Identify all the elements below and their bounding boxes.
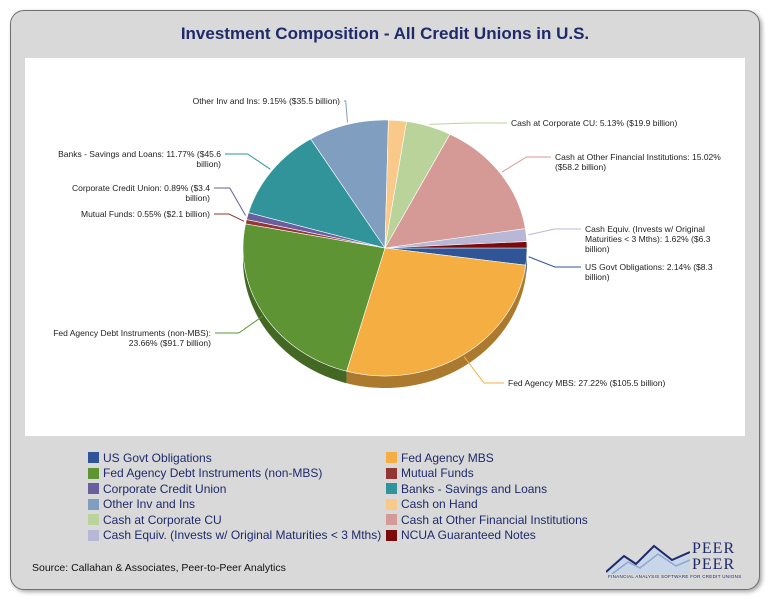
legend-item: Fed Agency Debt Instruments (non-MBS) xyxy=(88,466,322,481)
legend-label: Cash Equiv. (Invests w/ Original Maturit… xyxy=(103,528,382,542)
legend-swatch xyxy=(88,514,99,525)
legend-item: Cash at Corporate CU xyxy=(88,512,222,527)
logo-text-top: PEER xyxy=(692,540,736,557)
data-label-8: Cash at Corporate CU: 5.13% ($19.9 billi… xyxy=(511,118,677,128)
leader-line-10 xyxy=(528,228,581,236)
legend-swatch xyxy=(88,483,99,494)
legend-label: US Govt Obligations xyxy=(103,450,212,465)
logo-tagline: FINANCIAL ANALYSIS SOFTWARE FOR CREDIT U… xyxy=(608,574,742,579)
pie-chart: US Govt Obligations: 2.14% ($8.3 billion)… xyxy=(53,96,721,388)
legend-swatch xyxy=(88,467,99,479)
leader-line-0 xyxy=(528,256,581,268)
data-label-0: US Govt Obligations: 2.14% ($8.3 billion) xyxy=(585,262,713,282)
legend-label: Fed Agency MBS xyxy=(401,450,494,465)
pie-side-1 xyxy=(346,265,526,388)
legend-label: Other Inv and Ins xyxy=(103,497,196,511)
legend-label: NCUA Guaranteed Notes xyxy=(401,528,536,542)
data-label-3: Mutual Funds: 0.55% ($2.1 billion) xyxy=(81,209,210,219)
legend-swatch xyxy=(386,467,397,479)
data-label-10: Cash Equiv. (Invests w/ Original Maturiti… xyxy=(585,224,711,254)
data-label-6: Other Inv and Ins: 9.15% ($35.5 billion) xyxy=(193,96,341,106)
logo-mountain-icon xyxy=(606,544,690,574)
legend-label: Cash at Corporate CU xyxy=(103,512,222,527)
leader-line-5 xyxy=(225,153,271,170)
legend-item: Banks - Savings and Loans xyxy=(386,481,547,496)
data-label-2: Fed Agency Debt Instruments (non-MBS): 23… xyxy=(53,328,211,348)
legend-swatch xyxy=(386,529,397,541)
leader-line-3 xyxy=(214,213,245,222)
data-label-4: Corporate Credit Union: 0.89% ($3.4 billi… xyxy=(72,183,210,203)
pie-slice-fed-agency-mbs xyxy=(346,247,527,377)
data-label-5: Banks - Savings and Loans: 11.77% ($45.6… xyxy=(58,149,221,169)
data-label-9: Cash at Other Financial Institutions: 15… xyxy=(555,152,721,172)
legend-swatch xyxy=(386,483,397,494)
pie-side-2 xyxy=(243,248,347,384)
legend-label: Banks - Savings and Loans xyxy=(401,481,548,496)
legend-item: NCUA Guaranteed Notes xyxy=(386,528,536,543)
legend-item: Cash Equiv. (Invests w/ Original Maturit… xyxy=(88,528,381,543)
legend: US Govt Obligations Fed Agency MBS Fed Age… xyxy=(88,450,708,546)
legend-label: Corporate Credit Union xyxy=(103,481,227,496)
legend-label: Fed Agency Debt Instruments (non-MBS) xyxy=(103,466,323,480)
legend-swatch xyxy=(88,452,99,463)
legend-item: Corporate Credit Union xyxy=(88,481,226,496)
logo-text-bottom: PEER xyxy=(692,556,736,573)
leader-line-2 xyxy=(215,315,263,334)
legend-swatch xyxy=(386,452,397,463)
legend-item: Other Inv and Ins xyxy=(88,497,195,512)
legend-label: Cash at Other Financial Institutions xyxy=(401,512,588,527)
legend-item: US Govt Obligations xyxy=(88,450,212,465)
leader-line-4 xyxy=(214,187,246,216)
legend-label: Cash on Hand xyxy=(401,497,478,511)
leader-line-8 xyxy=(429,122,507,125)
leader-line-9 xyxy=(501,156,551,173)
pie-slice-banks-savings-and-loans xyxy=(248,138,386,249)
legend-label: Mutual Funds xyxy=(401,466,474,480)
source-note: Source: Callahan & Associates, Peer-to-P… xyxy=(32,562,286,574)
legend-item: Fed Agency MBS xyxy=(386,450,494,465)
leader-line-6 xyxy=(344,100,348,123)
legend-swatch xyxy=(386,498,397,510)
legend-swatch xyxy=(88,498,99,510)
legend-item: Mutual Funds xyxy=(386,466,474,481)
pie-slice-fed-agency-debt-instruments-non-mbs xyxy=(242,223,386,372)
chart-title: Investment Composition - All Credit Unio… xyxy=(180,24,590,43)
peer-to-peer-logo: PEER PEER FINANCIAL ANALYSIS SOFTWARE FO… xyxy=(606,540,741,580)
pie-slice-ncua-guaranteed-notes xyxy=(384,241,528,249)
legend-swatch xyxy=(88,529,99,541)
leader-line-1 xyxy=(463,356,504,384)
legend-item: Cash at Other Financial Institutions xyxy=(386,512,588,527)
data-label-1: Fed Agency MBS: 27.22% ($105.5 billion) xyxy=(508,378,666,388)
pie-slice-other-inv-and-ins xyxy=(310,119,389,249)
legend-swatch xyxy=(386,514,397,525)
legend-item: Cash on Hand xyxy=(386,497,478,512)
pie-slice-cash-at-other-financial-institutions xyxy=(384,133,526,249)
